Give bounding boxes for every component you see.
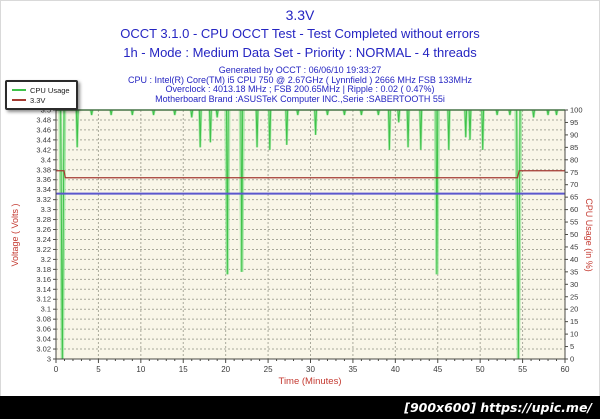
svg-text:65: 65 bbox=[570, 193, 578, 202]
test-mode-line: 1h - Mode : Medium Data Set - Priority :… bbox=[123, 45, 477, 60]
watermark-bar: [900x600] https://upic.me/ bbox=[0, 396, 600, 419]
svg-text:45: 45 bbox=[570, 242, 578, 251]
gridlines bbox=[56, 110, 565, 359]
svg-text:3.14: 3.14 bbox=[36, 285, 51, 294]
svg-text:60: 60 bbox=[570, 205, 578, 214]
svg-text:40: 40 bbox=[570, 255, 578, 264]
system-info-block: Generated by OCCT : 06/06/10 19:33:27 CP… bbox=[0, 65, 600, 104]
axes-frame bbox=[53, 109, 568, 363]
x-axis-title: Time (Minutes) bbox=[278, 376, 342, 387]
svg-text:3.36: 3.36 bbox=[36, 175, 51, 184]
svg-text:3.1: 3.1 bbox=[41, 305, 51, 314]
svg-text:80: 80 bbox=[570, 155, 578, 164]
svg-text:75: 75 bbox=[570, 168, 578, 177]
svg-text:10: 10 bbox=[136, 365, 145, 374]
svg-text:3.44: 3.44 bbox=[36, 135, 51, 144]
svg-text:3.18: 3.18 bbox=[36, 265, 51, 274]
test-result-line: OCCT 3.1.0 - CPU OCCT Test - Test Comple… bbox=[120, 26, 480, 41]
chart-title: 3.3V bbox=[285, 7, 315, 23]
svg-text:0: 0 bbox=[570, 355, 574, 364]
svg-text:3.32: 3.32 bbox=[36, 195, 51, 204]
svg-text:3.38: 3.38 bbox=[36, 165, 51, 174]
svg-text:5: 5 bbox=[96, 365, 101, 374]
svg-text:50: 50 bbox=[476, 365, 485, 374]
svg-text:5: 5 bbox=[570, 342, 574, 351]
svg-text:20: 20 bbox=[221, 365, 230, 374]
svg-text:3.48: 3.48 bbox=[36, 115, 51, 124]
svg-text:35: 35 bbox=[348, 365, 357, 374]
svg-text:3.46: 3.46 bbox=[36, 125, 51, 134]
svg-text:3.28: 3.28 bbox=[36, 215, 51, 224]
svg-text:3.34: 3.34 bbox=[36, 185, 51, 194]
svg-text:60: 60 bbox=[561, 365, 570, 374]
svg-text:3.02: 3.02 bbox=[36, 345, 51, 354]
generated-line: Generated by OCCT : 06/06/10 19:33:27 bbox=[218, 65, 382, 75]
svg-text:55: 55 bbox=[570, 218, 578, 227]
svg-text:3.5: 3.5 bbox=[41, 106, 51, 115]
svg-text:3.3: 3.3 bbox=[41, 205, 51, 214]
svg-text:90: 90 bbox=[570, 130, 578, 139]
svg-text:0: 0 bbox=[54, 365, 59, 374]
svg-text:30: 30 bbox=[570, 280, 578, 289]
svg-text:3.22: 3.22 bbox=[36, 245, 51, 254]
svg-text:3.24: 3.24 bbox=[36, 235, 51, 244]
report-header: 3.3V OCCT 3.1.0 - CPU OCCT Test - Test C… bbox=[0, 0, 600, 104]
svg-text:20: 20 bbox=[570, 305, 578, 314]
svg-text:55: 55 bbox=[518, 365, 527, 374]
chart-legend: CPU Usage 3.3V bbox=[5, 80, 78, 110]
svg-text:100: 100 bbox=[570, 106, 583, 115]
svg-text:3.42: 3.42 bbox=[36, 145, 51, 154]
svg-text:3.16: 3.16 bbox=[36, 275, 51, 284]
svg-text:10: 10 bbox=[570, 330, 578, 339]
motherboard-line: Motherboard Brand :ASUSTeK Computer INC.… bbox=[155, 93, 445, 104]
legend-item-voltage: 3.3V bbox=[12, 95, 70, 105]
svg-text:30: 30 bbox=[306, 365, 315, 374]
overclock-line: Overclock : 4013.18 MHz ; FSB 200.65MHz … bbox=[165, 84, 435, 95]
cpu-line: CPU : Intel(R) Core(TM) i5 CPU 750 @ 2.6… bbox=[128, 74, 472, 85]
y-left-axis-title: Voltage ( Volts ) bbox=[10, 203, 20, 267]
watermark-text: [900x600] https://upic.me/ bbox=[404, 400, 592, 415]
svg-text:3.4: 3.4 bbox=[41, 155, 51, 164]
svg-text:50: 50 bbox=[570, 230, 578, 239]
voltage-line-swatch bbox=[12, 99, 26, 101]
cpu-usage-line-swatch bbox=[12, 89, 26, 91]
legend-label-cpu-usage: CPU Usage bbox=[30, 85, 70, 95]
svg-text:3.08: 3.08 bbox=[36, 315, 51, 324]
svg-text:85: 85 bbox=[570, 143, 578, 152]
svg-text:45: 45 bbox=[433, 365, 442, 374]
svg-text:15: 15 bbox=[570, 317, 578, 326]
svg-text:25: 25 bbox=[264, 365, 273, 374]
svg-text:15: 15 bbox=[179, 365, 188, 374]
svg-text:40: 40 bbox=[391, 365, 400, 374]
legend-label-voltage: 3.3V bbox=[30, 95, 46, 105]
svg-text:35: 35 bbox=[570, 267, 578, 276]
svg-text:70: 70 bbox=[570, 180, 578, 189]
svg-text:3.12: 3.12 bbox=[36, 295, 51, 304]
svg-text:3.04: 3.04 bbox=[36, 335, 51, 344]
svg-text:3: 3 bbox=[47, 355, 51, 364]
svg-text:3.2: 3.2 bbox=[41, 255, 51, 264]
legend-item-cpu-usage: CPU Usage bbox=[12, 85, 70, 95]
svg-text:95: 95 bbox=[570, 118, 578, 127]
y-right-axis-title: CPU Usage (in %) bbox=[584, 198, 594, 272]
svg-text:3.06: 3.06 bbox=[36, 325, 51, 334]
svg-text:25: 25 bbox=[570, 292, 578, 301]
svg-text:3.26: 3.26 bbox=[36, 225, 51, 234]
tick-labels: 3.53.483.463.443.423.43.383.363.343.323.… bbox=[36, 106, 582, 375]
